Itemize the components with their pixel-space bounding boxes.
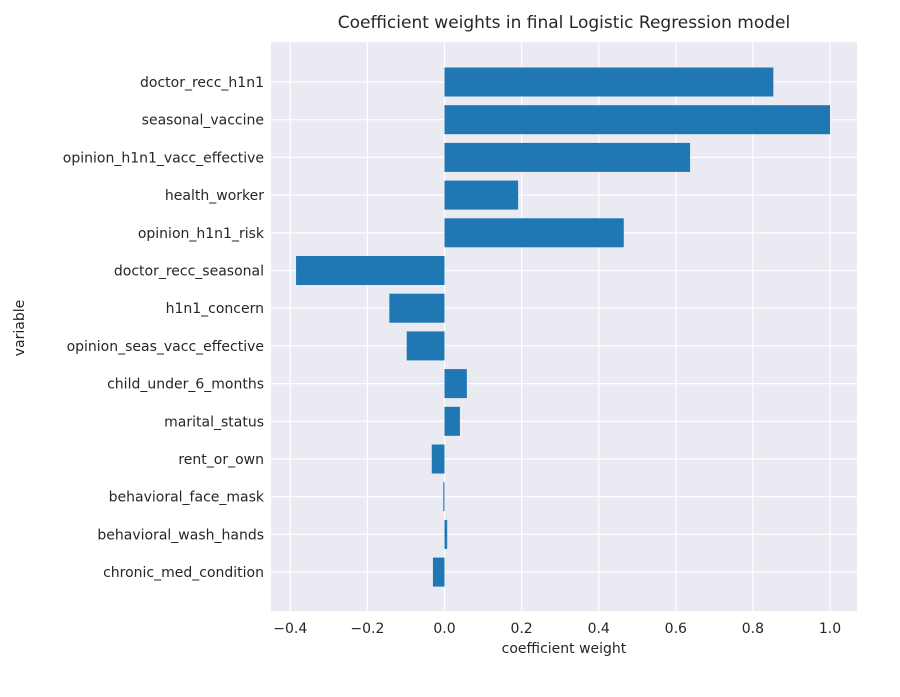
x-tick-label: −0.4 [273, 621, 307, 637]
bar-seasonal-vaccine [444, 105, 831, 135]
y-tick-label: opinion_h1n1_vacc_effective [63, 150, 264, 166]
y-tick-label: health_worker [165, 188, 264, 204]
bar-rent-or-own [431, 444, 445, 474]
bars [296, 67, 831, 587]
x-tick-label: −0.2 [350, 621, 384, 637]
bar-behavioral-face-mask [443, 482, 445, 512]
y-tick-label: behavioral_wash_hands [97, 527, 264, 543]
bar-marital-status [444, 406, 460, 436]
y-tick-label: doctor_recc_h1n1 [140, 75, 264, 91]
bar-opinion-h1n1-risk [444, 218, 624, 248]
y-tick-label: h1n1_concern [166, 301, 264, 317]
y-tick-label: behavioral_face_mask [109, 490, 265, 506]
chart-title: Coefficient weights in final Logistic Re… [338, 13, 790, 33]
y-tick-label: opinion_seas_vacc_effective [67, 339, 264, 355]
bar-opinion-seas-vacc-effective [406, 331, 445, 361]
plot-background [271, 42, 857, 611]
bar-doctor-recc-h1n1 [444, 67, 774, 97]
y-tick-label: marital_status [164, 414, 264, 430]
y-tick-label: child_under_6_months [107, 377, 264, 393]
bar-opinion-h1n1-vacc-effective [444, 142, 691, 172]
y-axis-label: variable [12, 300, 28, 356]
x-tick-label: 0.6 [665, 621, 687, 637]
x-tick-labels: −0.4 −0.2 0.0 0.2 0.4 0.6 0.8 1.0 [273, 621, 841, 637]
bar-h1n1-concern [389, 293, 445, 323]
bar-health-worker [444, 180, 519, 210]
bar-chronic-med-condition [432, 557, 445, 587]
y-tick-label: doctor_recc_seasonal [114, 264, 264, 280]
y-tick-label: opinion_h1n1_risk [138, 226, 265, 242]
bar-child-under-6-months [444, 369, 467, 399]
y-tick-label: seasonal_vaccine [142, 113, 264, 129]
bar-behavioral-wash-hands [444, 519, 448, 549]
x-tick-label: 0.0 [433, 621, 455, 637]
x-tick-label: 0.8 [742, 621, 764, 637]
x-tick-label: 0.2 [510, 621, 532, 637]
y-tick-label: rent_or_own [178, 452, 264, 468]
x-tick-label: 1.0 [819, 621, 841, 637]
x-tick-label: 0.4 [588, 621, 610, 637]
y-tick-labels: doctor_recc_h1n1 seasonal_vaccine opinion_… [63, 75, 265, 581]
x-axis-label: coefficient weight [502, 641, 627, 657]
bar-doctor-recc-seasonal [296, 256, 445, 285]
y-tick-label: chronic_med_condition [103, 565, 264, 581]
